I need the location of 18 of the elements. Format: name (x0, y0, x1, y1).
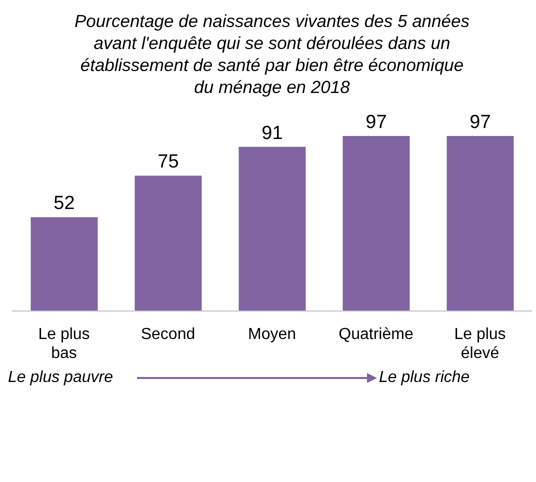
bar (134, 176, 202, 311)
bar (238, 146, 306, 311)
data-label: 97 (366, 112, 387, 133)
x-tick-label: Le plus élevé (454, 326, 506, 362)
chart-title: Pourcentage de naissances vivantes des 5 années avant l'enquête qui se sont déroulées dans un établissement de santé par bien être économique du ménage en 2018 (74, 10, 470, 98)
x-tick-label: Quatrième (338, 326, 414, 343)
bar (30, 217, 98, 311)
x-tick-label: Second (140, 326, 196, 343)
data-label: 52 (54, 193, 75, 214)
x-tick-label: Moyen (248, 326, 296, 343)
bar (446, 136, 514, 311)
text: Le plus riche (378, 369, 470, 387)
bar (342, 136, 410, 311)
data-label: 75 (158, 152, 179, 173)
data-label: 91 (262, 122, 283, 144)
text: Le plus pauvre (8, 369, 113, 387)
x-tick-label: Le plus bas (38, 326, 90, 362)
data-label: 97 (470, 112, 491, 133)
